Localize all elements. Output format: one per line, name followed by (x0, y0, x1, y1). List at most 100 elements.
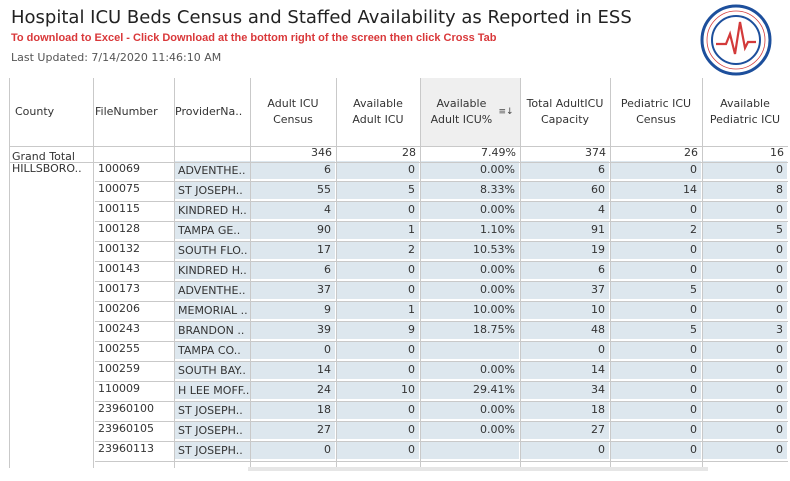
header-pediatric-census[interactable]: Pediatric ICU Census (620, 97, 692, 126)
row-available-pediatric-cell: 0 (702, 401, 787, 419)
row-total-capacity-cell: 18 (520, 401, 609, 419)
sort-descending-icon[interactable]: ≡↓ (498, 107, 514, 117)
row-available-adult-icu-pct-cell (420, 341, 519, 359)
row-available-pediatric-cell: 0 (702, 281, 787, 299)
file-number-cell[interactable]: 100173 (98, 282, 140, 295)
file-number-cell[interactable]: 100128 (98, 222, 140, 235)
provider-cell[interactable]: H LEE MOFF.. (175, 381, 251, 399)
file-number-cell[interactable]: 110009 (98, 382, 140, 395)
row-total-capacity-cell: 0 (520, 341, 609, 359)
row-adult-icu-census-cell: 55 (250, 181, 335, 199)
header-available-adult-icu-pct[interactable]: Available Adult ICU% ≡↓ (420, 78, 520, 146)
row-adult-icu-census-cell: 27 (250, 421, 335, 439)
row-available-adult-icu-pct-cell: 0.00% (420, 281, 519, 299)
row-available-adult-icu-pct-cell: 18.75% (420, 321, 519, 339)
row-available-pediatric-cell: 0 (702, 341, 787, 359)
header-total-capacity[interactable]: Total AdultICU Capacity (526, 97, 604, 126)
file-number-cell[interactable]: 100243 (98, 322, 140, 335)
provider-cell[interactable]: ST JOSEPH.. (175, 441, 251, 459)
column-divider (9, 78, 10, 468)
row-available-pediatric-cell: 0 (702, 241, 787, 259)
row-total-capacity-cell: 10 (520, 301, 609, 319)
grand-total-total-capacity: 374 (585, 146, 606, 159)
row-available-adult-icu-cell: 1 (336, 301, 419, 319)
row-pediatric-census-cell: 0 (610, 401, 701, 419)
header-provider[interactable]: ProviderNa.. (175, 105, 243, 118)
row-divider (95, 401, 788, 402)
row-total-capacity-cell: 14 (520, 361, 609, 379)
header-divider (9, 146, 788, 147)
header-adult-icu-census[interactable]: Adult ICU Census (267, 97, 319, 126)
provider-cell[interactable]: TAMPA GE.. (175, 221, 251, 239)
row-divider (95, 421, 788, 422)
row-available-pediatric-cell: 0 (702, 301, 787, 319)
row-divider (95, 181, 788, 182)
file-number-cell[interactable]: 23960100 (98, 402, 154, 415)
grand-total-available-pediatric: 16 (770, 146, 784, 159)
county-cell[interactable]: HILLSBORO.. (12, 162, 82, 175)
row-divider (95, 281, 788, 282)
column-divider (93, 78, 94, 468)
provider-cell[interactable]: KINDRED H.. (175, 201, 251, 219)
row-adult-icu-census-cell: 14 (250, 361, 335, 379)
file-number-cell[interactable]: 100206 (98, 302, 140, 315)
file-number-cell[interactable]: 23960113 (98, 442, 154, 455)
column-divider (420, 78, 421, 468)
row-adult-icu-census-cell: 0 (250, 341, 335, 359)
provider-cell[interactable]: SOUTH FLO.. (175, 241, 251, 259)
row-available-adult-icu-cell: 9 (336, 321, 419, 339)
provider-cell[interactable]: BRANDON .. (175, 321, 251, 339)
header-file-number[interactable]: FileNumber (95, 105, 158, 118)
column-divider (610, 78, 611, 468)
header-county[interactable]: County (15, 105, 55, 118)
provider-cell[interactable]: ST JOSEPH.. (175, 401, 251, 419)
provider-cell[interactable]: KINDRED H.. (175, 261, 251, 279)
row-pediatric-census-cell: 2 (610, 221, 701, 239)
provider-cell[interactable]: SOUTH BAY.. (175, 361, 251, 379)
row-pediatric-census-cell: 0 (610, 241, 701, 259)
row-total-capacity-cell: 91 (520, 221, 609, 239)
provider-cell[interactable]: ADVENTHE.. (175, 161, 251, 179)
header-available-pediatric[interactable]: Available Pediatric ICU (709, 97, 781, 126)
row-divider (95, 361, 788, 362)
file-number-cell[interactable]: 100259 (98, 362, 140, 375)
row-available-adult-icu-cell: 0 (336, 361, 419, 379)
row-available-adult-icu-pct-cell: 0.00% (420, 421, 519, 439)
file-number-cell[interactable]: 100132 (98, 242, 140, 255)
state-seal-logo (700, 4, 772, 76)
file-number-cell[interactable]: 100075 (98, 182, 140, 195)
row-available-adult-icu-cell: 0 (336, 441, 419, 459)
row-available-adult-icu-cell: 5 (336, 181, 419, 199)
row-adult-icu-census-cell: 6 (250, 161, 335, 179)
header-available-adult-icu[interactable]: Available Adult ICU (352, 97, 404, 126)
file-number-cell[interactable]: 100255 (98, 342, 140, 355)
provider-cell[interactable]: MEMORIAL .. (175, 301, 251, 319)
grand-total-pediatric-census: 26 (684, 146, 698, 159)
file-number-cell[interactable]: 100143 (98, 262, 140, 275)
row-pediatric-census-cell: 0 (610, 381, 701, 399)
row-available-adult-icu-cell: 2 (336, 241, 419, 259)
row-adult-icu-census-cell: 17 (250, 241, 335, 259)
row-available-adult-icu-pct-cell (420, 441, 519, 459)
provider-cell[interactable]: ADVENTHE.. (175, 281, 251, 299)
row-available-pediatric-cell: 0 (702, 441, 787, 459)
file-number-cell[interactable]: 23960105 (98, 422, 154, 435)
provider-cell[interactable]: ST JOSEPH.. (175, 421, 251, 439)
row-divider (95, 241, 788, 242)
horizontal-scrollbar[interactable] (248, 467, 708, 471)
file-number-cell[interactable]: 100115 (98, 202, 140, 215)
row-available-adult-icu-cell: 10 (336, 381, 419, 399)
row-available-pediatric-cell: 8 (702, 181, 787, 199)
file-number-cell[interactable]: 100069 (98, 162, 140, 175)
row-available-adult-icu-pct-cell: 0.00% (420, 261, 519, 279)
row-available-pediatric-cell: 0 (702, 381, 787, 399)
row-pediatric-census-cell: 0 (610, 301, 701, 319)
row-available-pediatric-cell: 3 (702, 321, 787, 339)
provider-cell[interactable]: ST JOSEPH.. (175, 181, 251, 199)
row-available-pediatric-cell: 0 (702, 161, 787, 179)
provider-cell[interactable]: TAMPA CO.. (175, 341, 251, 359)
row-available-adult-icu-pct-cell: 0.00% (420, 401, 519, 419)
row-pediatric-census-cell: 5 (610, 321, 701, 339)
row-pediatric-census-cell: 0 (610, 361, 701, 379)
row-available-adult-icu-pct-cell: 0.00% (420, 161, 519, 179)
